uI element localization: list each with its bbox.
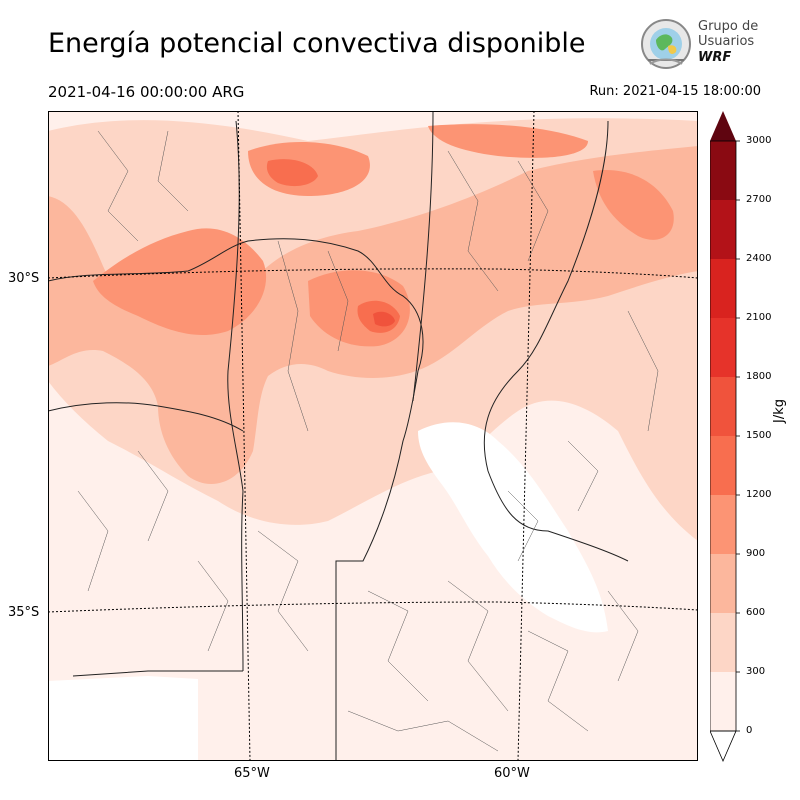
lat-label-35s: 35°S xyxy=(8,605,40,620)
colorbar-band-2400-2700 xyxy=(710,200,736,259)
run-time: Run: 2021-04-15 18:00:00 xyxy=(589,84,761,99)
colorbar-tick-label: 300 xyxy=(746,666,766,677)
globe-logo-icon xyxy=(641,19,691,69)
cape-level-3d xyxy=(428,124,588,158)
logo-line-1: Grupo de xyxy=(698,19,759,34)
cape-level-4b xyxy=(266,159,318,187)
logo-brand: WRF xyxy=(698,50,732,65)
colorbar-tick-label: 1500 xyxy=(746,430,772,441)
valid-time: 2021-04-16 00:00:00 ARG xyxy=(48,83,245,101)
map-panel xyxy=(47,110,699,762)
logo-line-2: Usuarios xyxy=(698,34,755,49)
lon-label-65w: 65°W xyxy=(234,766,270,781)
cape-zero-southwest xyxy=(48,676,198,761)
colorbar-band-900-1200 xyxy=(710,495,736,554)
colorbar-tick-label: 900 xyxy=(746,548,766,559)
colorbar-tick-label: 2700 xyxy=(746,194,772,205)
lat-label-30s: 30°S xyxy=(8,271,40,286)
longitude-line-65w xyxy=(237,110,251,762)
department-borders xyxy=(77,130,659,752)
province-border-north xyxy=(412,110,434,402)
colorbar-tick-label: 2400 xyxy=(746,253,772,264)
cape-zero-region xyxy=(418,422,608,633)
colorbar-band-1200-1500 xyxy=(710,436,736,495)
colorbar-band-1800-2100 xyxy=(710,318,736,377)
colorbar-band-300-600 xyxy=(710,613,736,672)
lon-label-60w: 60°W xyxy=(494,766,530,781)
province-border-mid xyxy=(47,402,244,432)
colorbar-tick-label: 1800 xyxy=(746,371,772,382)
cape-level-3e xyxy=(593,170,674,240)
colorbar-tick-label: 3000 xyxy=(746,135,772,146)
colorbar-band-2100-2400 xyxy=(710,259,736,318)
cape-map xyxy=(47,110,699,762)
colorbar-extend-min xyxy=(710,730,737,763)
cape-level-3a xyxy=(93,228,267,336)
colorbar-tick-label: 0 xyxy=(746,725,753,736)
colorbar-tick-label: 1200 xyxy=(746,489,772,500)
colorbar-band-0-300 xyxy=(710,672,736,731)
colorbar-extend-max xyxy=(710,111,736,141)
colorbar-tick-label: 2100 xyxy=(746,312,772,323)
cape-level-5 xyxy=(373,311,395,327)
province-border-central xyxy=(47,238,424,761)
colorbar-unit-label: J/kg xyxy=(772,399,787,423)
group-logo: Grupo de Usuarios WRF xyxy=(638,16,768,72)
colorbar-ticks xyxy=(736,140,740,732)
map-title: Energía potencial convectiva disponible xyxy=(48,28,586,59)
province-border-south xyxy=(72,670,243,677)
colorbar-band-1500-1800 xyxy=(710,377,736,436)
map-border xyxy=(48,111,698,761)
colorbar xyxy=(710,111,740,763)
longitude-line-60w xyxy=(517,110,535,762)
province-border-west xyxy=(227,120,244,672)
colorbar-tick-label: 600 xyxy=(746,607,766,618)
colorbar-band-600-900 xyxy=(710,554,736,613)
province-border-east xyxy=(483,120,629,562)
colorbar-band-2700-3000 xyxy=(710,141,736,200)
